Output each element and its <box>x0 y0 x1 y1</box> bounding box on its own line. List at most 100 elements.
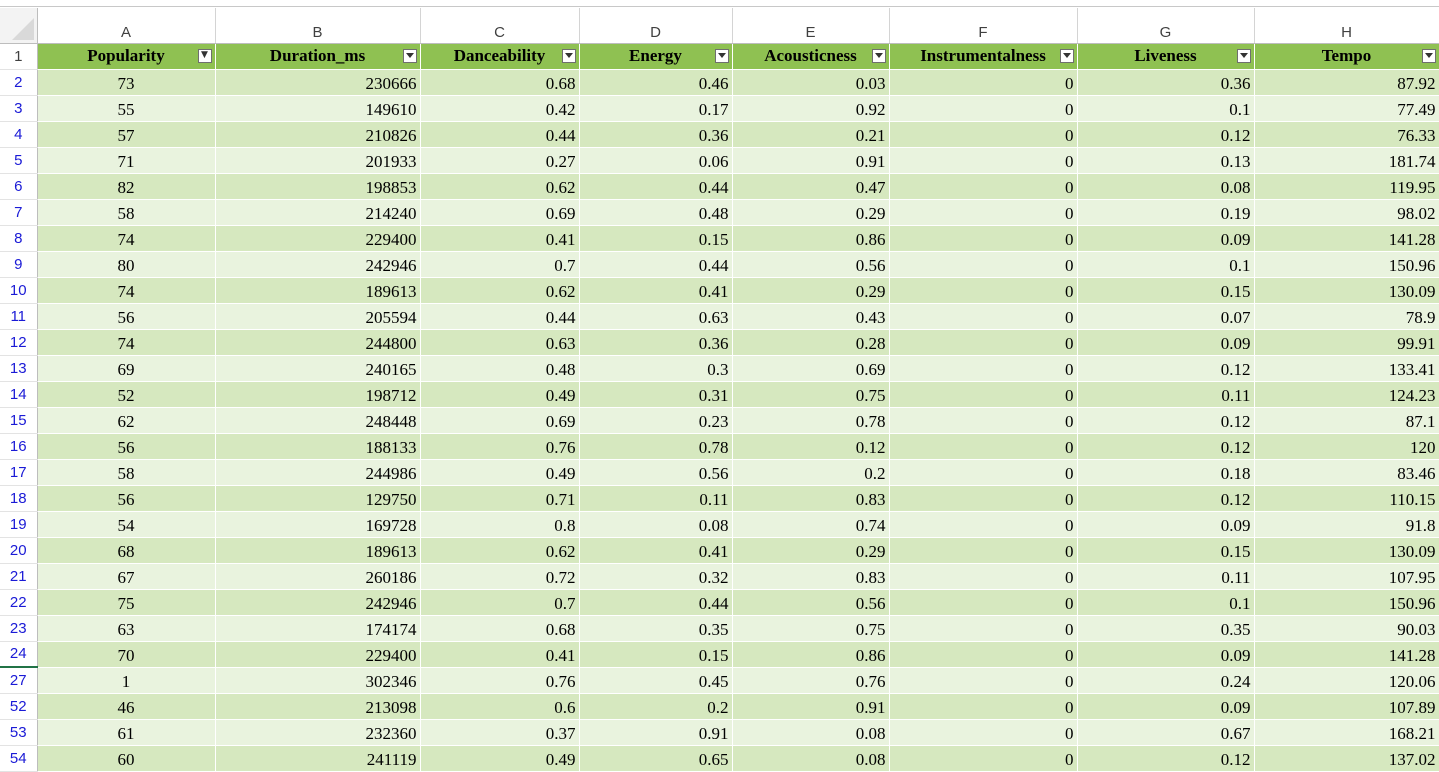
cell-popularity[interactable]: 74 <box>37 277 216 304</box>
cell-acousticness[interactable]: 0.03 <box>732 69 890 96</box>
cell-tempo[interactable]: 141.28 <box>1254 641 1439 668</box>
column-header-g[interactable]: G <box>1077 8 1255 44</box>
cell-tempo[interactable]: 120 <box>1254 433 1439 460</box>
cell-duration[interactable]: 129750 <box>215 485 421 512</box>
cell-duration[interactable]: 149610 <box>215 95 421 122</box>
row-number[interactable]: 19 <box>0 511 38 538</box>
cell-acousticness[interactable]: 0.83 <box>732 563 890 590</box>
cell-energy[interactable]: 0.46 <box>579 69 733 96</box>
row-number[interactable]: 14 <box>0 381 38 408</box>
cell-duration[interactable]: 189613 <box>215 537 421 564</box>
row-number[interactable]: 18 <box>0 485 38 512</box>
cell-danceability[interactable]: 0.71 <box>420 485 580 512</box>
cell-duration[interactable]: 242946 <box>215 251 421 278</box>
cell-acousticness[interactable]: 0.91 <box>732 147 890 174</box>
cell-energy[interactable]: 0.63 <box>579 303 733 330</box>
cell-liveness[interactable]: 0.15 <box>1077 277 1255 304</box>
row-number[interactable]: 6 <box>0 173 38 200</box>
cell-tempo[interactable]: 130.09 <box>1254 277 1439 304</box>
row-number[interactable]: 54 <box>0 745 38 772</box>
row-number[interactable]: 52 <box>0 693 38 720</box>
cell-liveness[interactable]: 0.67 <box>1077 719 1255 746</box>
row-number[interactable]: 13 <box>0 355 38 382</box>
header-cell-duration[interactable]: Duration_ms <box>215 43 421 70</box>
cell-energy[interactable]: 0.23 <box>579 407 733 434</box>
row-number[interactable]: 23 <box>0 615 38 642</box>
cell-danceability[interactable]: 0.44 <box>420 121 580 148</box>
row-number[interactable]: 9 <box>0 251 38 278</box>
cell-liveness[interactable]: 0.09 <box>1077 329 1255 356</box>
cell-instrumentalness[interactable]: 0 <box>889 69 1078 96</box>
cell-instrumentalness[interactable]: 0 <box>889 147 1078 174</box>
cell-energy[interactable]: 0.31 <box>579 381 733 408</box>
cell-instrumentalness[interactable]: 0 <box>889 251 1078 278</box>
cell-energy[interactable]: 0.15 <box>579 225 733 252</box>
cell-acousticness[interactable]: 0.21 <box>732 121 890 148</box>
cell-liveness[interactable]: 0.07 <box>1077 303 1255 330</box>
cell-popularity[interactable]: 54 <box>37 511 216 538</box>
cell-tempo[interactable]: 90.03 <box>1254 615 1439 642</box>
cell-instrumentalness[interactable]: 0 <box>889 615 1078 642</box>
cell-popularity[interactable]: 56 <box>37 433 216 460</box>
dropdown-arrow-icon[interactable] <box>402 48 417 63</box>
cell-instrumentalness[interactable]: 0 <box>889 407 1078 434</box>
row-number[interactable]: 20 <box>0 537 38 564</box>
cell-instrumentalness[interactable]: 0 <box>889 173 1078 200</box>
cell-energy[interactable]: 0.91 <box>579 719 733 746</box>
cell-duration[interactable]: 214240 <box>215 199 421 226</box>
cell-acousticness[interactable]: 0.75 <box>732 381 890 408</box>
cell-duration[interactable]: 229400 <box>215 641 421 668</box>
row-number[interactable]: 11 <box>0 303 38 330</box>
cell-acousticness[interactable]: 0.75 <box>732 615 890 642</box>
header-cell-danceability[interactable]: Danceability <box>420 43 580 70</box>
cell-instrumentalness[interactable]: 0 <box>889 355 1078 382</box>
cell-energy[interactable]: 0.32 <box>579 563 733 590</box>
row-number[interactable]: 24 <box>0 641 38 668</box>
row-number[interactable]: 17 <box>0 459 38 486</box>
cell-energy[interactable]: 0.35 <box>579 615 733 642</box>
dropdown-arrow-icon[interactable] <box>1059 48 1074 63</box>
cell-instrumentalness[interactable]: 0 <box>889 199 1078 226</box>
cell-tempo[interactable]: 76.33 <box>1254 121 1439 148</box>
cell-acousticness[interactable]: 0.56 <box>732 589 890 616</box>
row-number[interactable]: 1 <box>0 43 38 70</box>
row-number[interactable]: 4 <box>0 121 38 148</box>
cell-popularity[interactable]: 82 <box>37 173 216 200</box>
cell-tempo[interactable]: 110.15 <box>1254 485 1439 512</box>
dropdown-arrow-icon[interactable] <box>561 48 576 63</box>
header-cell-popularity[interactable]: Popularity ▼ <box>37 43 216 70</box>
cell-popularity[interactable]: 68 <box>37 537 216 564</box>
cell-duration[interactable]: 242946 <box>215 589 421 616</box>
cell-energy[interactable]: 0.78 <box>579 433 733 460</box>
cell-popularity[interactable]: 56 <box>37 303 216 330</box>
cell-energy[interactable]: 0.3 <box>579 355 733 382</box>
cell-liveness[interactable]: 0.12 <box>1077 433 1255 460</box>
cell-duration[interactable]: 240165 <box>215 355 421 382</box>
cell-liveness[interactable]: 0.11 <box>1077 381 1255 408</box>
cell-liveness[interactable]: 0.1 <box>1077 251 1255 278</box>
row-number[interactable]: 7 <box>0 199 38 226</box>
cell-instrumentalness[interactable]: 0 <box>889 303 1078 330</box>
cell-liveness[interactable]: 0.13 <box>1077 147 1255 174</box>
cell-popularity[interactable]: 75 <box>37 589 216 616</box>
cell-energy[interactable]: 0.15 <box>579 641 733 668</box>
row-number[interactable]: 53 <box>0 719 38 746</box>
cell-tempo[interactable]: 120.06 <box>1254 667 1439 694</box>
cell-popularity[interactable]: 63 <box>37 615 216 642</box>
cell-acousticness[interactable]: 0.78 <box>732 407 890 434</box>
cell-liveness[interactable]: 0.19 <box>1077 199 1255 226</box>
cell-energy[interactable]: 0.44 <box>579 173 733 200</box>
row-number[interactable]: 8 <box>0 225 38 252</box>
cell-liveness[interactable]: 0.1 <box>1077 589 1255 616</box>
cell-danceability[interactable]: 0.76 <box>420 433 580 460</box>
column-header-f[interactable]: F <box>889 8 1078 44</box>
cell-danceability[interactable]: 0.48 <box>420 355 580 382</box>
cell-danceability[interactable]: 0.62 <box>420 537 580 564</box>
cell-duration[interactable]: 244800 <box>215 329 421 356</box>
cell-danceability[interactable]: 0.44 <box>420 303 580 330</box>
row-number[interactable]: 21 <box>0 563 38 590</box>
cell-popularity[interactable]: 70 <box>37 641 216 668</box>
cell-energy[interactable]: 0.65 <box>579 745 733 772</box>
cell-instrumentalness[interactable]: 0 <box>889 589 1078 616</box>
cell-tempo[interactable]: 83.46 <box>1254 459 1439 486</box>
